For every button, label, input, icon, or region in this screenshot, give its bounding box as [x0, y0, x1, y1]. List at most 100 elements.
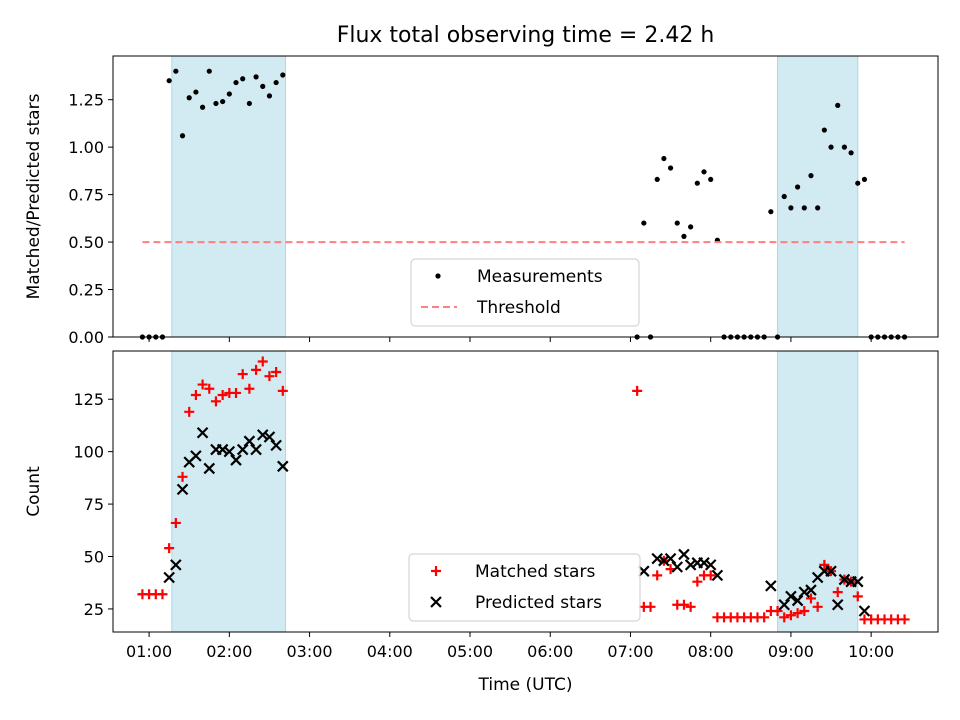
- predicted-stars-point: [831, 598, 844, 611]
- predicted-stars-point: [203, 462, 216, 475]
- x-tick-label: 02:00: [206, 642, 252, 661]
- predicted-stars-point: [825, 565, 837, 577]
- plot-frame-1: [112, 55, 939, 338]
- measurements-point: [861, 176, 868, 183]
- predicted-stars-point: [698, 557, 710, 569]
- measurements-point: [654, 176, 660, 183]
- predicted-stars-point: [250, 443, 262, 456]
- measurements-point: [667, 165, 674, 171]
- measurements-point: [694, 180, 700, 186]
- matched-stars-point: [678, 599, 689, 610]
- matched-stars-point: [237, 369, 248, 380]
- predicted-stars-point: [243, 435, 256, 447]
- matched-stars-point: [251, 364, 262, 375]
- predicted-stars-point: [170, 559, 182, 571]
- measurements-point: [795, 184, 801, 190]
- matched-stars-point: [271, 366, 282, 377]
- matched-stars-point: [805, 593, 816, 604]
- y-tick-label: 125: [73, 390, 104, 409]
- predicted-stars-point: [176, 483, 189, 496]
- matched-stars-point: [244, 383, 255, 394]
- y-tick-label: 1.25: [68, 91, 104, 110]
- predicted-stars-point: [678, 548, 690, 561]
- matched-stars-point: [204, 383, 215, 394]
- y-tick-label: 25: [84, 600, 104, 619]
- x-tick-label: 06:00: [527, 642, 573, 661]
- measurements-point: [273, 79, 279, 86]
- measurements-point: [788, 205, 794, 211]
- measurements-point: [768, 209, 774, 215]
- measurements-point: [213, 100, 219, 107]
- matched-stars-point: [772, 606, 783, 617]
- measurements-point: [661, 155, 667, 162]
- chart-title: Flux total observing time = 2.42 h: [337, 23, 715, 48]
- measurements-point: [240, 76, 246, 82]
- measurements-point: [253, 74, 259, 80]
- shaded-span-1: [171, 55, 286, 338]
- predicted-stars-point: [765, 580, 777, 592]
- matched-stars-point: [197, 379, 208, 390]
- x-tick-label: 08:00: [688, 642, 734, 661]
- y-axis-label: Matched/Predicted stars: [24, 93, 44, 299]
- legend-label: Threshold: [476, 298, 561, 318]
- y-tick-label: 75: [84, 495, 104, 514]
- x-tick-label: 03:00: [287, 642, 333, 661]
- predicted-stars-point: [223, 445, 236, 458]
- matched-stars-point: [852, 591, 863, 602]
- predicted-stars-point: [851, 575, 864, 588]
- matched-stars-point: [832, 587, 843, 598]
- predicted-stars-point: [230, 454, 242, 466]
- predicted-stars-point: [190, 450, 202, 462]
- matched-stars-point: [792, 608, 803, 619]
- predicted-stars-point: [791, 594, 804, 607]
- measurements-point: [226, 91, 232, 97]
- y-tick-label: 0.75: [68, 186, 104, 205]
- x-tick-label: 10:00: [848, 642, 894, 661]
- matched-stars-point: [190, 390, 201, 401]
- matched-stars-point: [812, 601, 823, 612]
- matched-stars-point: [779, 612, 790, 623]
- predicted-stars-point: [216, 443, 229, 456]
- measurements-point: [835, 102, 841, 108]
- predicted-stars-point: [778, 598, 791, 611]
- measurements-point: [841, 144, 848, 150]
- measurements-point: [266, 93, 273, 99]
- measurements-point: [186, 95, 192, 101]
- x-axis-label: Time (UTC): [478, 675, 573, 695]
- measurements-point: [641, 220, 647, 226]
- predicted-stars-point: [858, 605, 871, 617]
- matched-stars-point: [170, 517, 181, 528]
- predicted-stars-point: [704, 559, 717, 571]
- predicted-stars-point: [671, 561, 684, 573]
- measurements-point: [855, 180, 861, 186]
- measurements-point: [206, 68, 212, 74]
- matched-stars-point: [217, 390, 228, 401]
- predicted-stars-point: [256, 429, 269, 441]
- legend-label: Measurements: [477, 267, 603, 287]
- plot-frame-2: [112, 350, 939, 633]
- predicted-stars-point: [684, 559, 697, 571]
- legend-marker-matched: [431, 566, 441, 576]
- measurements-point: [674, 220, 680, 226]
- x-tick-label: 01:00: [126, 642, 172, 661]
- matched-stars-point: [164, 543, 175, 554]
- predicted-stars-point: [798, 586, 811, 598]
- y-tick-label: 100: [73, 443, 104, 462]
- matched-stars-point: [899, 614, 910, 625]
- predicted-stars-point: [196, 427, 209, 439]
- predicted-stars-point: [163, 571, 175, 584]
- measurements-point: [821, 127, 827, 133]
- predicted-stars-point: [651, 552, 663, 565]
- predicted-stars-point: [270, 439, 282, 452]
- matched-stars-point: [705, 570, 716, 581]
- measurements-point: [681, 233, 687, 239]
- y-axis-label: Count: [24, 466, 44, 517]
- legend-box: [408, 553, 641, 622]
- x-tick-label: 07:00: [607, 642, 653, 661]
- matched-stars-point: [264, 371, 275, 382]
- measurements-point: [166, 78, 172, 84]
- measurements-point: [233, 79, 239, 86]
- measurements-point: [801, 205, 807, 211]
- y-tick-label: 0.50: [68, 233, 104, 252]
- predicted-stars-point: [838, 573, 851, 586]
